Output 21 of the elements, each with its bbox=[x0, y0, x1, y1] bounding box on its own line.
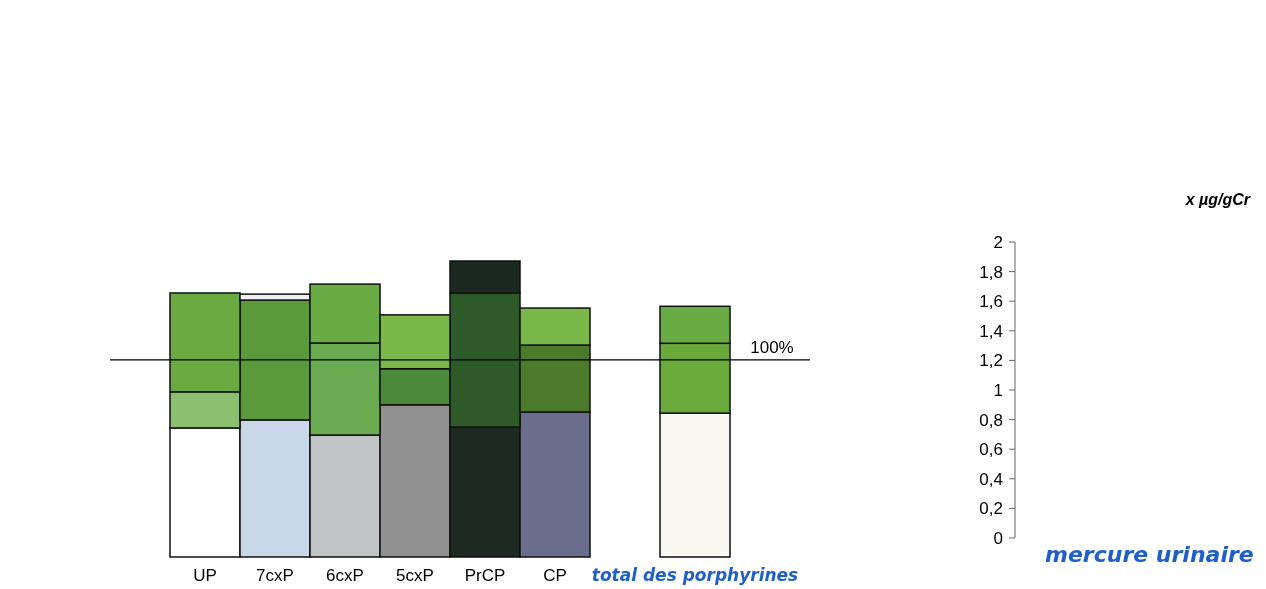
x-tick-label: 5cxP bbox=[396, 566, 434, 585]
y-axis-title: x µg/gCr bbox=[1184, 191, 1251, 208]
x-tick-label: 7cxP bbox=[256, 566, 294, 585]
y-tick-label: 1 bbox=[993, 380, 1003, 400]
y-tick-label: 0,2 bbox=[979, 499, 1003, 519]
y-tick-label: 0,8 bbox=[979, 410, 1003, 430]
x-tick-label: 6cxP bbox=[326, 566, 364, 585]
y-tick-label: 2 bbox=[993, 232, 1003, 252]
x-tick-label: UP bbox=[193, 566, 217, 585]
x-tick-label: PrCP bbox=[464, 566, 506, 585]
y-tick-label: 0 bbox=[993, 528, 1003, 548]
y-tick-label: 1,4 bbox=[979, 321, 1003, 341]
x-tick-label: mercure urinaire bbox=[1045, 542, 1254, 567]
y-tick-label: 0,4 bbox=[979, 469, 1003, 489]
y-tick-label: 1,6 bbox=[979, 292, 1003, 312]
text: 100% bbox=[750, 337, 794, 357]
y-tick-label: 1,8 bbox=[979, 262, 1003, 282]
x-tick-label: total des porphyrines bbox=[591, 565, 799, 585]
y-tick-label: 0,6 bbox=[979, 440, 1003, 460]
y-tick-label: 1,2 bbox=[979, 351, 1003, 371]
x-tick-label: CP bbox=[543, 566, 567, 585]
